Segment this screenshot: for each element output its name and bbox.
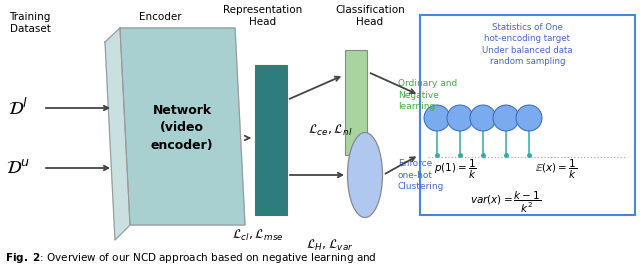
Text: Training
Dataset: Training Dataset <box>10 12 51 34</box>
Polygon shape <box>105 28 130 240</box>
Text: $var(x) = \dfrac{k-1}{k^2}$: $var(x) = \dfrac{k-1}{k^2}$ <box>470 190 541 215</box>
Text: $\mathcal{D}^l$: $\mathcal{D}^l$ <box>8 98 28 119</box>
Ellipse shape <box>493 105 519 131</box>
Text: $\mathcal{L}_{ce}, \mathcal{L}_{nl}$: $\mathcal{L}_{ce}, \mathcal{L}_{nl}$ <box>308 122 352 138</box>
Text: $\mathcal{L}_{H}, \mathcal{L}_{var}$: $\mathcal{L}_{H}, \mathcal{L}_{var}$ <box>307 237 354 253</box>
Ellipse shape <box>348 132 383 217</box>
Text: $\mathbb{E}(x) = \dfrac{1}{k}$: $\mathbb{E}(x) = \dfrac{1}{k}$ <box>535 158 577 181</box>
Text: Classification
Head: Classification Head <box>335 5 405 27</box>
Ellipse shape <box>516 105 542 131</box>
Ellipse shape <box>447 105 473 131</box>
Polygon shape <box>120 28 245 225</box>
Text: $\mathbf{Fig.\ 2}$: Overview of our NCD approach based on negative learning and: $\mathbf{Fig.\ 2}$: Overview of our NCD … <box>5 251 377 265</box>
Text: $\mathcal{D}^u$: $\mathcal{D}^u$ <box>6 159 30 177</box>
Text: Ordinary and
Negative
learning: Ordinary and Negative learning <box>398 79 457 111</box>
Text: Statistics of One
hot-encoding target
Under balanced data
random sampling: Statistics of One hot-encoding target Un… <box>482 23 573 66</box>
Bar <box>345 50 367 155</box>
Text: Encoder: Encoder <box>139 12 181 22</box>
Text: $p(1) = \dfrac{1}{k}$: $p(1) = \dfrac{1}{k}$ <box>434 158 477 181</box>
Text: Network
(video
encoder): Network (video encoder) <box>150 104 213 152</box>
Ellipse shape <box>424 105 450 131</box>
Text: $\mathcal{L}_{cl}, \mathcal{L}_{mse}$: $\mathcal{L}_{cl}, \mathcal{L}_{mse}$ <box>232 227 284 243</box>
Bar <box>255 65 287 215</box>
Ellipse shape <box>470 105 496 131</box>
Bar <box>420 15 635 215</box>
Text: Enforce
one-hot
Clustering: Enforce one-hot Clustering <box>398 159 444 191</box>
Text: Representation
Head: Representation Head <box>223 5 303 27</box>
